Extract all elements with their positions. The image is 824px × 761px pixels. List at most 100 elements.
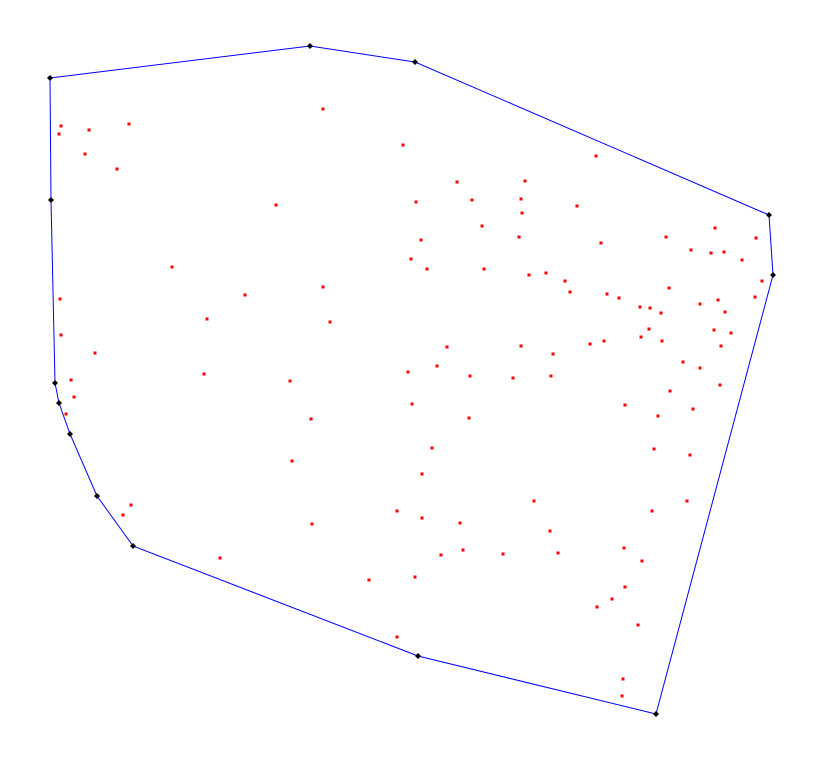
interior-point	[602, 339, 606, 343]
interior-point	[667, 286, 671, 290]
interior-point	[121, 513, 125, 517]
interior-point	[202, 372, 206, 376]
interior-point	[575, 204, 579, 208]
interior-point	[623, 403, 627, 407]
interior-point	[170, 265, 174, 269]
interior-point	[435, 364, 439, 368]
interior-point	[698, 366, 702, 370]
interior-point	[468, 374, 472, 378]
interior-point	[413, 575, 417, 579]
interior-point	[681, 360, 685, 364]
interior-point	[688, 453, 692, 457]
interior-point	[328, 320, 332, 324]
interior-point	[594, 154, 598, 158]
interior-point	[544, 271, 548, 275]
interior-point	[599, 241, 603, 245]
interior-point	[753, 295, 757, 299]
hull-vertex	[67, 431, 73, 437]
hull-vertices	[47, 43, 776, 717]
interior-point	[639, 335, 643, 339]
interior-point	[461, 548, 465, 552]
interior-point	[563, 279, 567, 283]
interior-point	[689, 248, 693, 252]
hull-vertex	[47, 75, 53, 81]
interior-point	[760, 279, 764, 283]
interior-point	[93, 351, 97, 355]
interior-point	[218, 556, 222, 560]
interior-point	[719, 344, 723, 348]
interior-point	[419, 238, 423, 242]
interior-point	[511, 376, 515, 380]
interior-point	[648, 306, 652, 310]
interior-point	[520, 211, 524, 215]
interior-point	[395, 635, 399, 639]
hull-vertex	[52, 380, 58, 386]
convex-hull-outline	[49, 45, 774, 715]
interior-point	[691, 407, 695, 411]
interior-point	[621, 677, 625, 681]
interior-point	[638, 305, 642, 309]
interior-point	[640, 559, 644, 563]
interior-point	[549, 374, 553, 378]
interior-point	[470, 198, 474, 202]
interior-point	[517, 235, 521, 239]
interior-point	[712, 328, 716, 332]
hull-vertex	[307, 43, 313, 49]
interior-point	[623, 585, 627, 589]
hull-vertex	[56, 400, 62, 406]
interior-point	[310, 522, 314, 526]
interior-point	[523, 179, 527, 183]
interior-point	[58, 297, 62, 301]
interior-point	[519, 197, 523, 201]
interior-point	[652, 447, 656, 451]
interior-point	[274, 203, 278, 207]
hull-vertex	[653, 711, 659, 717]
interior-point	[588, 342, 592, 346]
interior-point	[288, 379, 292, 383]
interior-point	[410, 402, 414, 406]
interior-point	[660, 339, 664, 343]
interior-point	[69, 378, 73, 382]
interior-point	[395, 509, 399, 513]
interior-point	[556, 551, 560, 555]
interior-point	[458, 521, 462, 525]
interior-point	[83, 152, 87, 156]
hull-vertex	[412, 59, 418, 65]
interior-point	[685, 499, 689, 503]
interior-point	[551, 352, 555, 356]
interior-point	[605, 292, 609, 296]
interior-point	[713, 226, 717, 230]
interior-point	[729, 331, 733, 335]
hull-vertex	[770, 272, 776, 278]
interior-point	[243, 293, 247, 297]
interior-point	[425, 267, 429, 271]
interior-point	[420, 472, 424, 476]
interior-point	[527, 273, 531, 277]
interior-point	[501, 552, 505, 556]
hull-vertex	[48, 197, 54, 203]
hull-vertex	[94, 493, 100, 499]
interior-point	[406, 370, 410, 374]
interior-point	[647, 327, 651, 331]
interior-point	[656, 414, 660, 418]
interior-point	[127, 122, 131, 126]
interior-point	[409, 257, 413, 261]
hull-vertex	[415, 653, 421, 659]
interior-point	[668, 389, 672, 393]
hull-vertex	[130, 543, 136, 549]
interior-point	[620, 694, 624, 698]
interior-point	[321, 285, 325, 289]
interior-point	[445, 345, 449, 349]
interior-point	[115, 167, 119, 171]
interior-point	[480, 224, 484, 228]
interior-point	[532, 499, 536, 503]
interior-point	[650, 509, 654, 513]
interior-point	[568, 290, 572, 294]
hull-vertex	[766, 212, 772, 218]
interior-point	[622, 546, 626, 550]
interior-point	[414, 200, 418, 204]
interior-point	[309, 417, 313, 421]
